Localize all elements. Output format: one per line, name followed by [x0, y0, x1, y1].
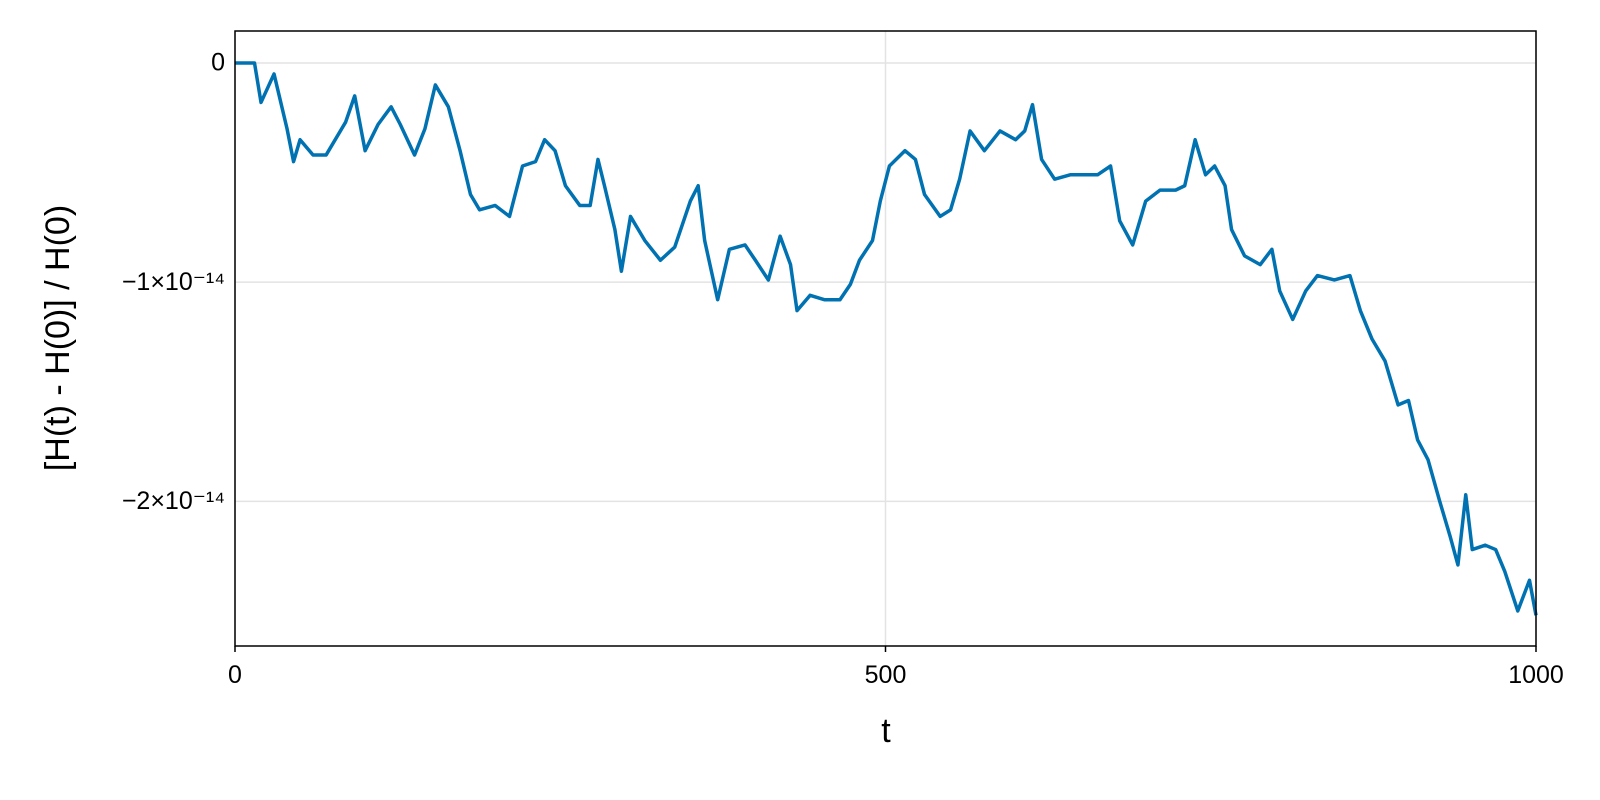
x-tick-label: 1000: [1508, 661, 1564, 689]
x-tick-label: 500: [865, 661, 907, 689]
data-line: [235, 61, 1538, 616]
x-axis-label: t: [881, 712, 891, 750]
y-tick-label: −2×10⁻¹⁴: [122, 487, 225, 515]
y-axis-label: [H(t) - H(0)] / H(0): [39, 205, 77, 471]
x-tick-label: 0: [228, 661, 242, 689]
y-tick-label: 0: [211, 49, 225, 77]
y-tick-label: −1×10⁻¹⁴: [122, 268, 225, 296]
plot-frame: [234, 30, 1537, 647]
